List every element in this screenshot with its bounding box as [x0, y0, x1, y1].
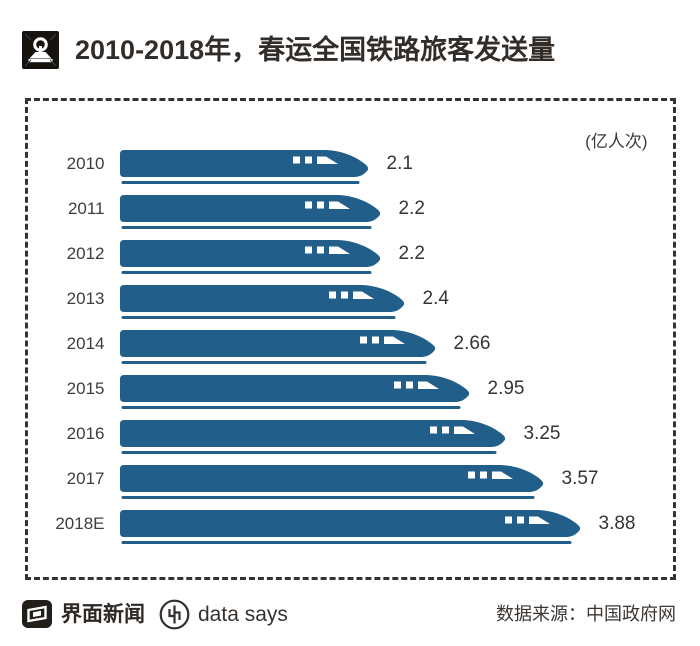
bar-rows: 2010 2.1 2011 2.2 2012 2.2 2013 2.4 2014 2.66 2015… — [28, 150, 673, 544]
year-label: 2016 — [66, 424, 105, 443]
chart-row: 2012 2.2 — [28, 240, 673, 274]
value-label: 3.57 — [561, 468, 599, 489]
china-railway-icon — [22, 31, 59, 69]
value-label: 2.1 — [386, 153, 413, 174]
chart-row: 2014 2.66 — [28, 330, 673, 364]
chart-row: 2011 2.2 — [28, 195, 673, 229]
chart-row: 2010 2.1 — [28, 150, 673, 184]
train-bar-icon — [119, 510, 580, 544]
train-bar-icon — [119, 150, 368, 184]
value-label: 3.25 — [523, 423, 561, 444]
page-title: 2010-2018年，春运全国铁路旅客发送量 — [75, 34, 556, 65]
value-label: 2.2 — [398, 243, 425, 264]
train-bar-icon — [119, 240, 380, 274]
chart-row: 2013 2.4 — [28, 285, 673, 319]
rail-underline — [121, 541, 571, 544]
value-label: 2.2 — [398, 198, 425, 219]
unit-label: (亿人次) — [585, 132, 648, 151]
china-railway-emblem-icon — [25, 34, 56, 66]
year-label: 2012 — [66, 244, 105, 263]
train-bar-icon — [119, 465, 543, 499]
year-label: 2015 — [66, 379, 105, 398]
value-label: 3.88 — [598, 513, 636, 534]
year-label: 2018E — [55, 514, 105, 533]
rail-underline — [121, 451, 496, 454]
rail-underline — [121, 496, 534, 499]
year-label: 2014 — [66, 334, 105, 353]
rail-underline — [121, 316, 395, 319]
chart-row: 2015 2.95 — [28, 375, 673, 409]
value-label: 2.95 — [487, 378, 525, 399]
train-bar-icon — [119, 330, 435, 364]
year-label: 2017 — [66, 469, 105, 488]
rail-underline — [121, 181, 359, 184]
header: 2010-2018年，春运全国铁路旅客发送量 — [0, 0, 700, 70]
jiemian-news-label: 界面新闻 — [61, 602, 145, 626]
year-label: 2013 — [66, 289, 105, 308]
jiemian-glyph-icon — [27, 605, 47, 623]
rail-underline — [121, 406, 460, 409]
train-bar-icon — [119, 420, 505, 454]
value-label: 2.66 — [453, 333, 491, 354]
rail-underline — [121, 361, 426, 364]
data-says-icon — [159, 599, 190, 629]
year-label: 2010 — [66, 154, 105, 173]
value-label: 2.4 — [422, 288, 449, 309]
train-bar-icon — [119, 285, 404, 319]
data-source-label: 数据来源：中国政府网 — [496, 604, 676, 624]
jiemian-news-icon — [22, 600, 52, 628]
chart-panel: (亿人次) 2010 2.1 2011 2.2 2012 2.2 2013 2.4 2014 2.… — [24, 98, 676, 580]
year-label: 2011 — [67, 199, 105, 218]
train-bar-icon — [119, 375, 469, 409]
chart-row: 2016 3.25 — [28, 420, 673, 454]
chart-row: 2017 3.57 — [28, 465, 673, 499]
footer: 界面新闻 data says 数据来源：中国政府网 — [22, 596, 676, 632]
rail-underline — [121, 226, 371, 229]
chart-row: 2018E 3.88 — [28, 510, 673, 544]
data-says-label: data says — [198, 602, 288, 626]
rail-underline — [121, 271, 371, 274]
train-bar-icon — [119, 195, 380, 229]
